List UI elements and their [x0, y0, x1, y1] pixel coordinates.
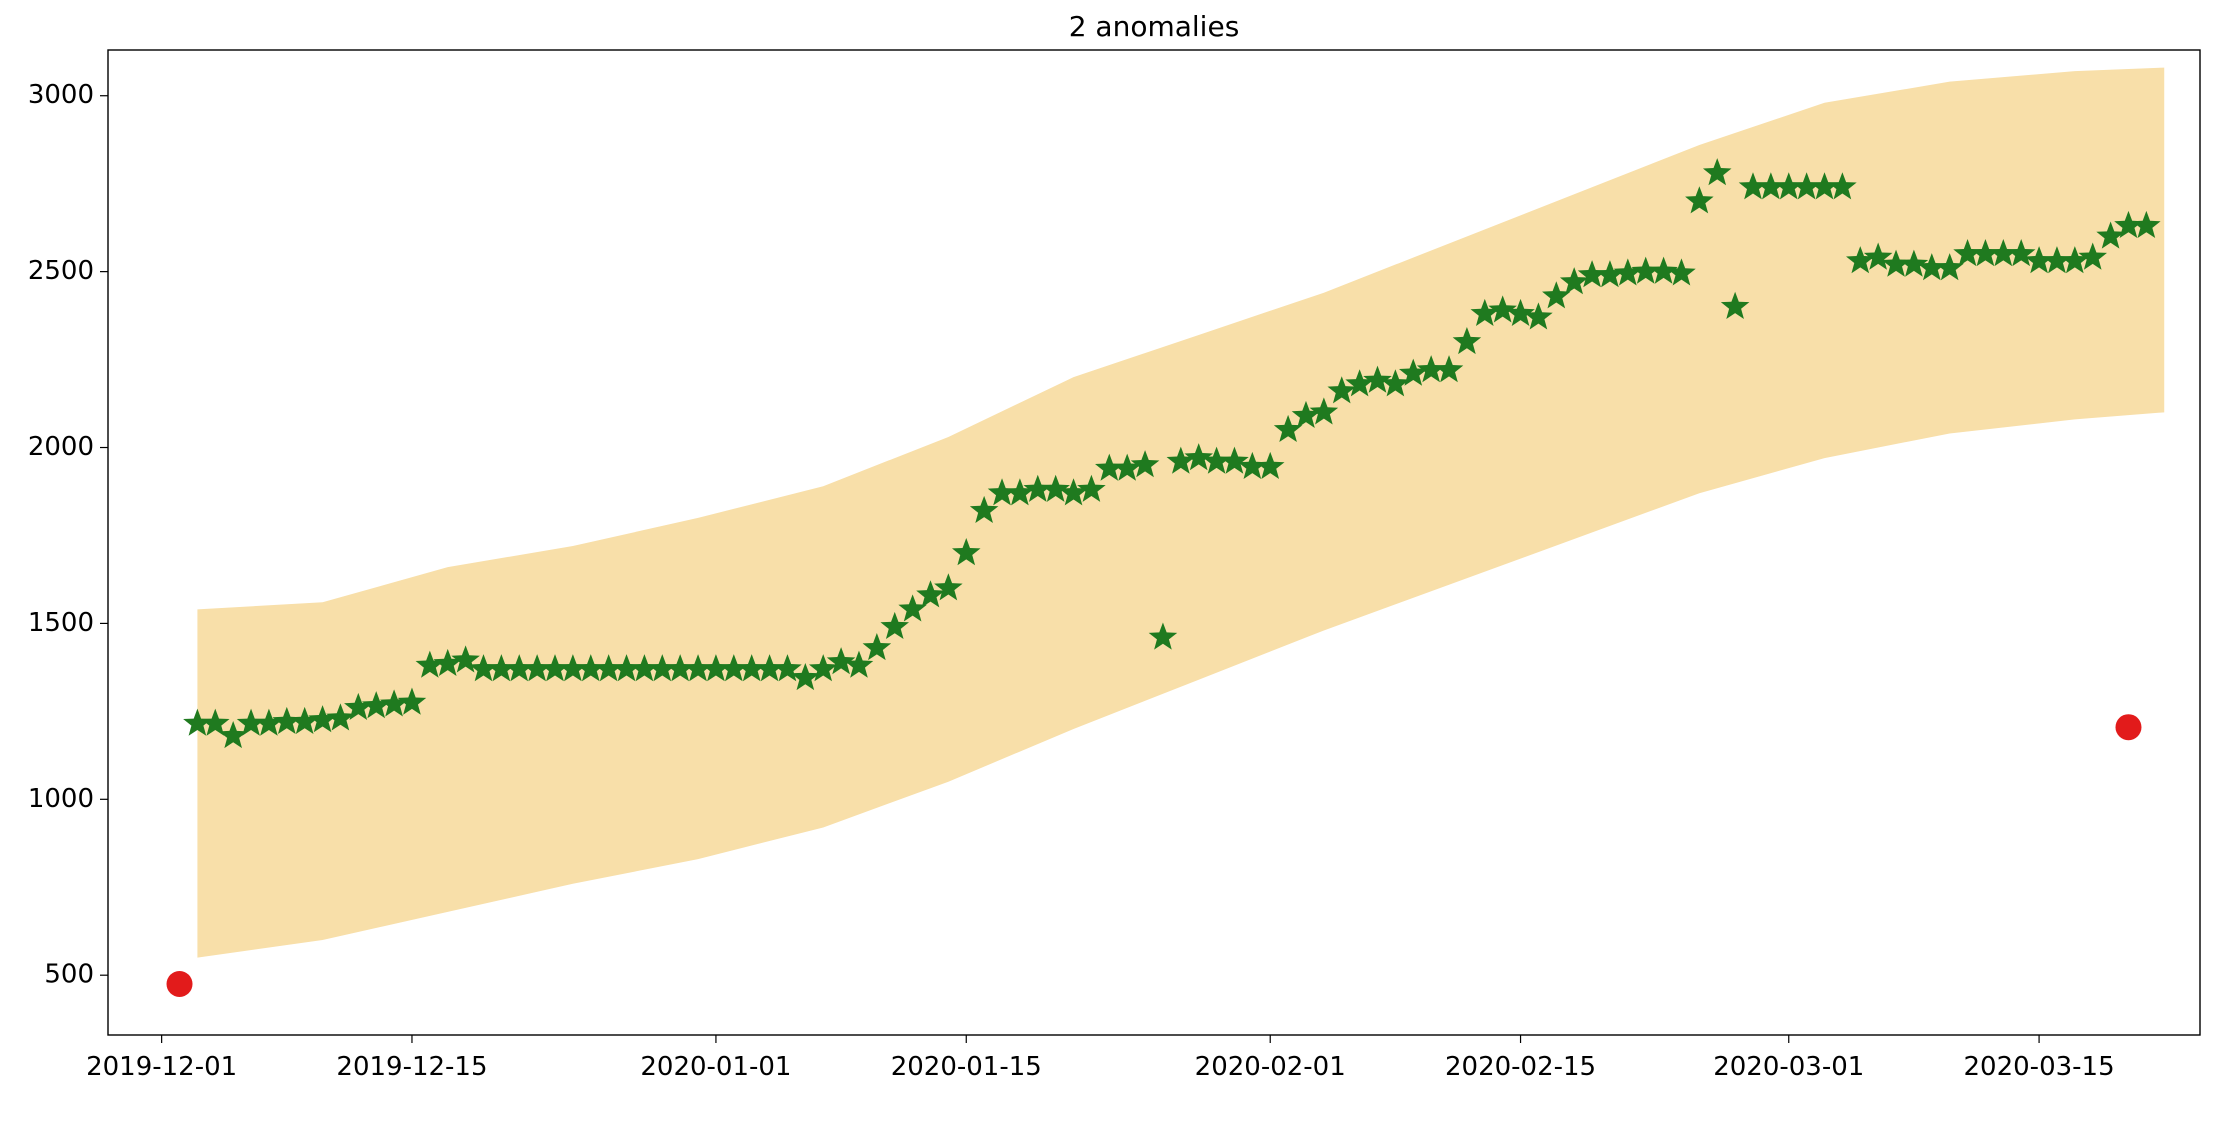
y-tick-label: 1000 — [28, 784, 94, 814]
x-tick-label: 2020-02-15 — [1445, 1052, 1596, 1082]
y-tick-label: 2500 — [28, 256, 94, 286]
x-tick-label: 2020-03-15 — [1964, 1052, 2115, 1082]
x-tick-label: 2020-02-01 — [1195, 1052, 1346, 1082]
x-tick-label: 2019-12-01 — [86, 1052, 237, 1082]
y-tick-label: 3000 — [28, 80, 94, 110]
confidence-band — [197, 68, 2164, 958]
x-tick-label: 2020-01-01 — [640, 1052, 791, 1082]
x-tick-label: 2020-03-01 — [1713, 1052, 1864, 1082]
chart-svg: 500 1000 1500 2000 2500 3000 2019-12-01 2019-12… — [0, 0, 2222, 1124]
chart-title: 2 anomalies — [1069, 10, 1240, 43]
x-tick-label: 2019-12-15 — [336, 1052, 487, 1082]
anomaly-chart: 500 1000 1500 2000 2500 3000 2019-12-01 2019-12… — [0, 0, 2222, 1124]
y-tick-label: 500 — [44, 960, 94, 990]
y-tick-label: 2000 — [28, 432, 94, 462]
x-tick-label: 2020-01-15 — [891, 1052, 1042, 1082]
anomaly-point — [2115, 714, 2141, 740]
anomaly-point — [167, 971, 193, 997]
y-tick-label: 1500 — [28, 608, 94, 638]
